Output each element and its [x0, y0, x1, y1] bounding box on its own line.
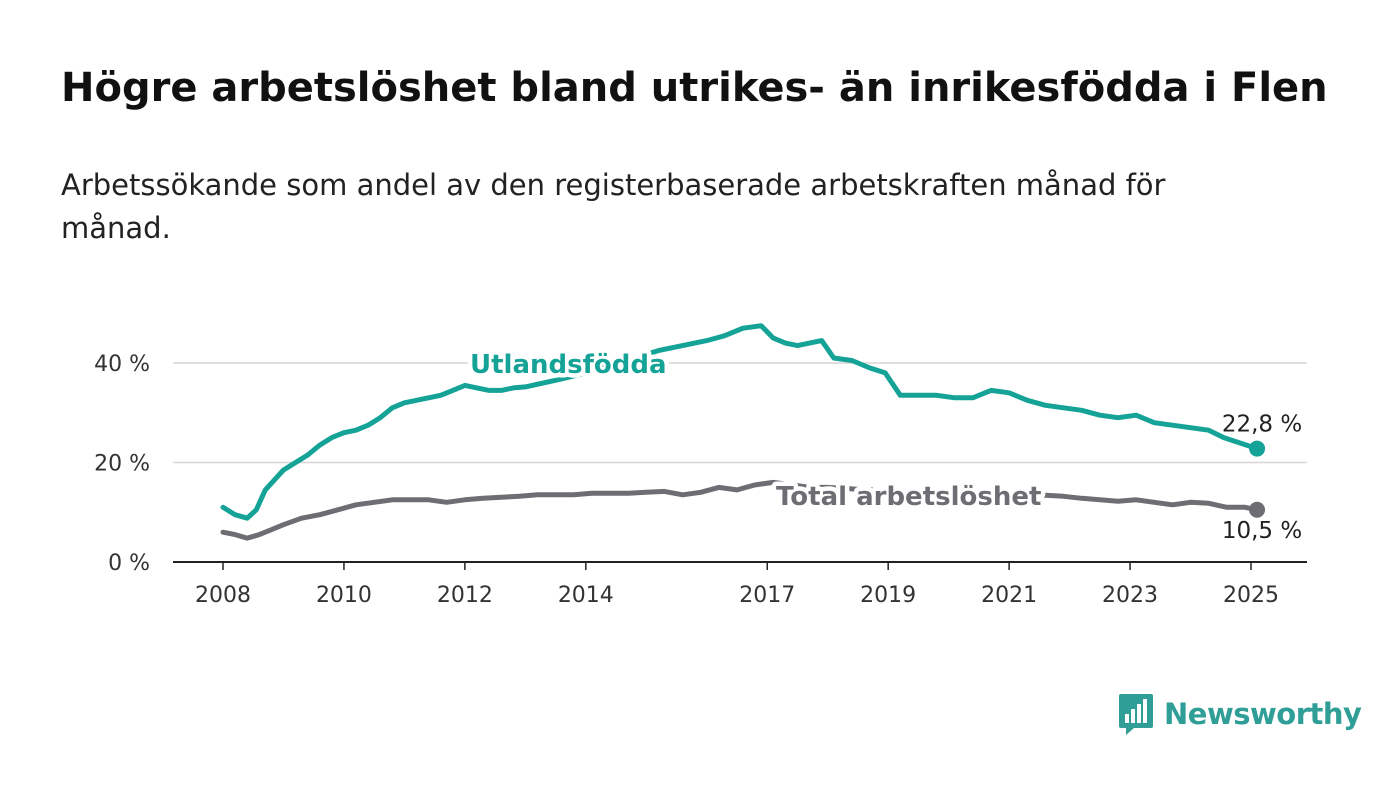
series-label-1: Total arbetslöshet [776, 482, 1041, 512]
x-tick-label-2025: 2025 [1223, 583, 1279, 608]
series-line-1 [220, 479, 1260, 541]
chart-subtitle: Arbetssökande som andel av den registerb… [61, 168, 1166, 245]
y-tick-label-40: 40 % [94, 352, 150, 377]
x-tick-label-2023: 2023 [1102, 583, 1158, 608]
series-end-marker-1 [1249, 501, 1266, 518]
x-tick-label-2012: 2012 [437, 583, 493, 608]
series-line-0 [220, 323, 1260, 521]
series-lines [220, 323, 1266, 541]
labels: 22,8 %10,5 %UtlandsföddaUtlandsföddaTota… [466, 346, 1303, 544]
x-tick-label-2008: 2008 [195, 583, 251, 608]
x-tick-label-2014: 2014 [558, 583, 614, 608]
series-label-halo-0: Utlandsfödda [470, 350, 667, 380]
grid-lines [173, 362, 1307, 464]
series-end-label-0: 22,8 % [1222, 412, 1302, 438]
axes: 0 % 20 % 40 % 2008 2010 2012 2014 2017 2019 2021 2… [94, 352, 1307, 608]
series-label-0: Utlandsfödda [470, 350, 667, 380]
line-chart: 0 % 20 % 40 % 2008 2010 2012 2014 2017 2019 2021 2… [94, 323, 1307, 608]
newsworthy-logo-icon [1119, 694, 1153, 735]
newsworthy-logo: Newsworthy [1118, 690, 1362, 738]
x-tick-label-2017: 2017 [739, 583, 795, 608]
series-end-marker-0 [1249, 440, 1266, 457]
chart-title: Högre arbetslöshet bland utrikes- än inr… [61, 65, 1328, 111]
x-tick-label-2019: 2019 [860, 583, 916, 608]
newsworthy-logo-text: Newsworthy [1164, 697, 1362, 731]
series-end-label-1: 10,5 % [1222, 518, 1302, 544]
x-tick-label-2021: 2021 [981, 583, 1037, 608]
y-tick-label-20: 20 % [94, 452, 150, 477]
x-tick-label-2010: 2010 [316, 583, 372, 608]
series-label-halo-1: Total arbetslöshet [776, 482, 1041, 512]
y-tick-label-0: 0 % [108, 551, 150, 576]
